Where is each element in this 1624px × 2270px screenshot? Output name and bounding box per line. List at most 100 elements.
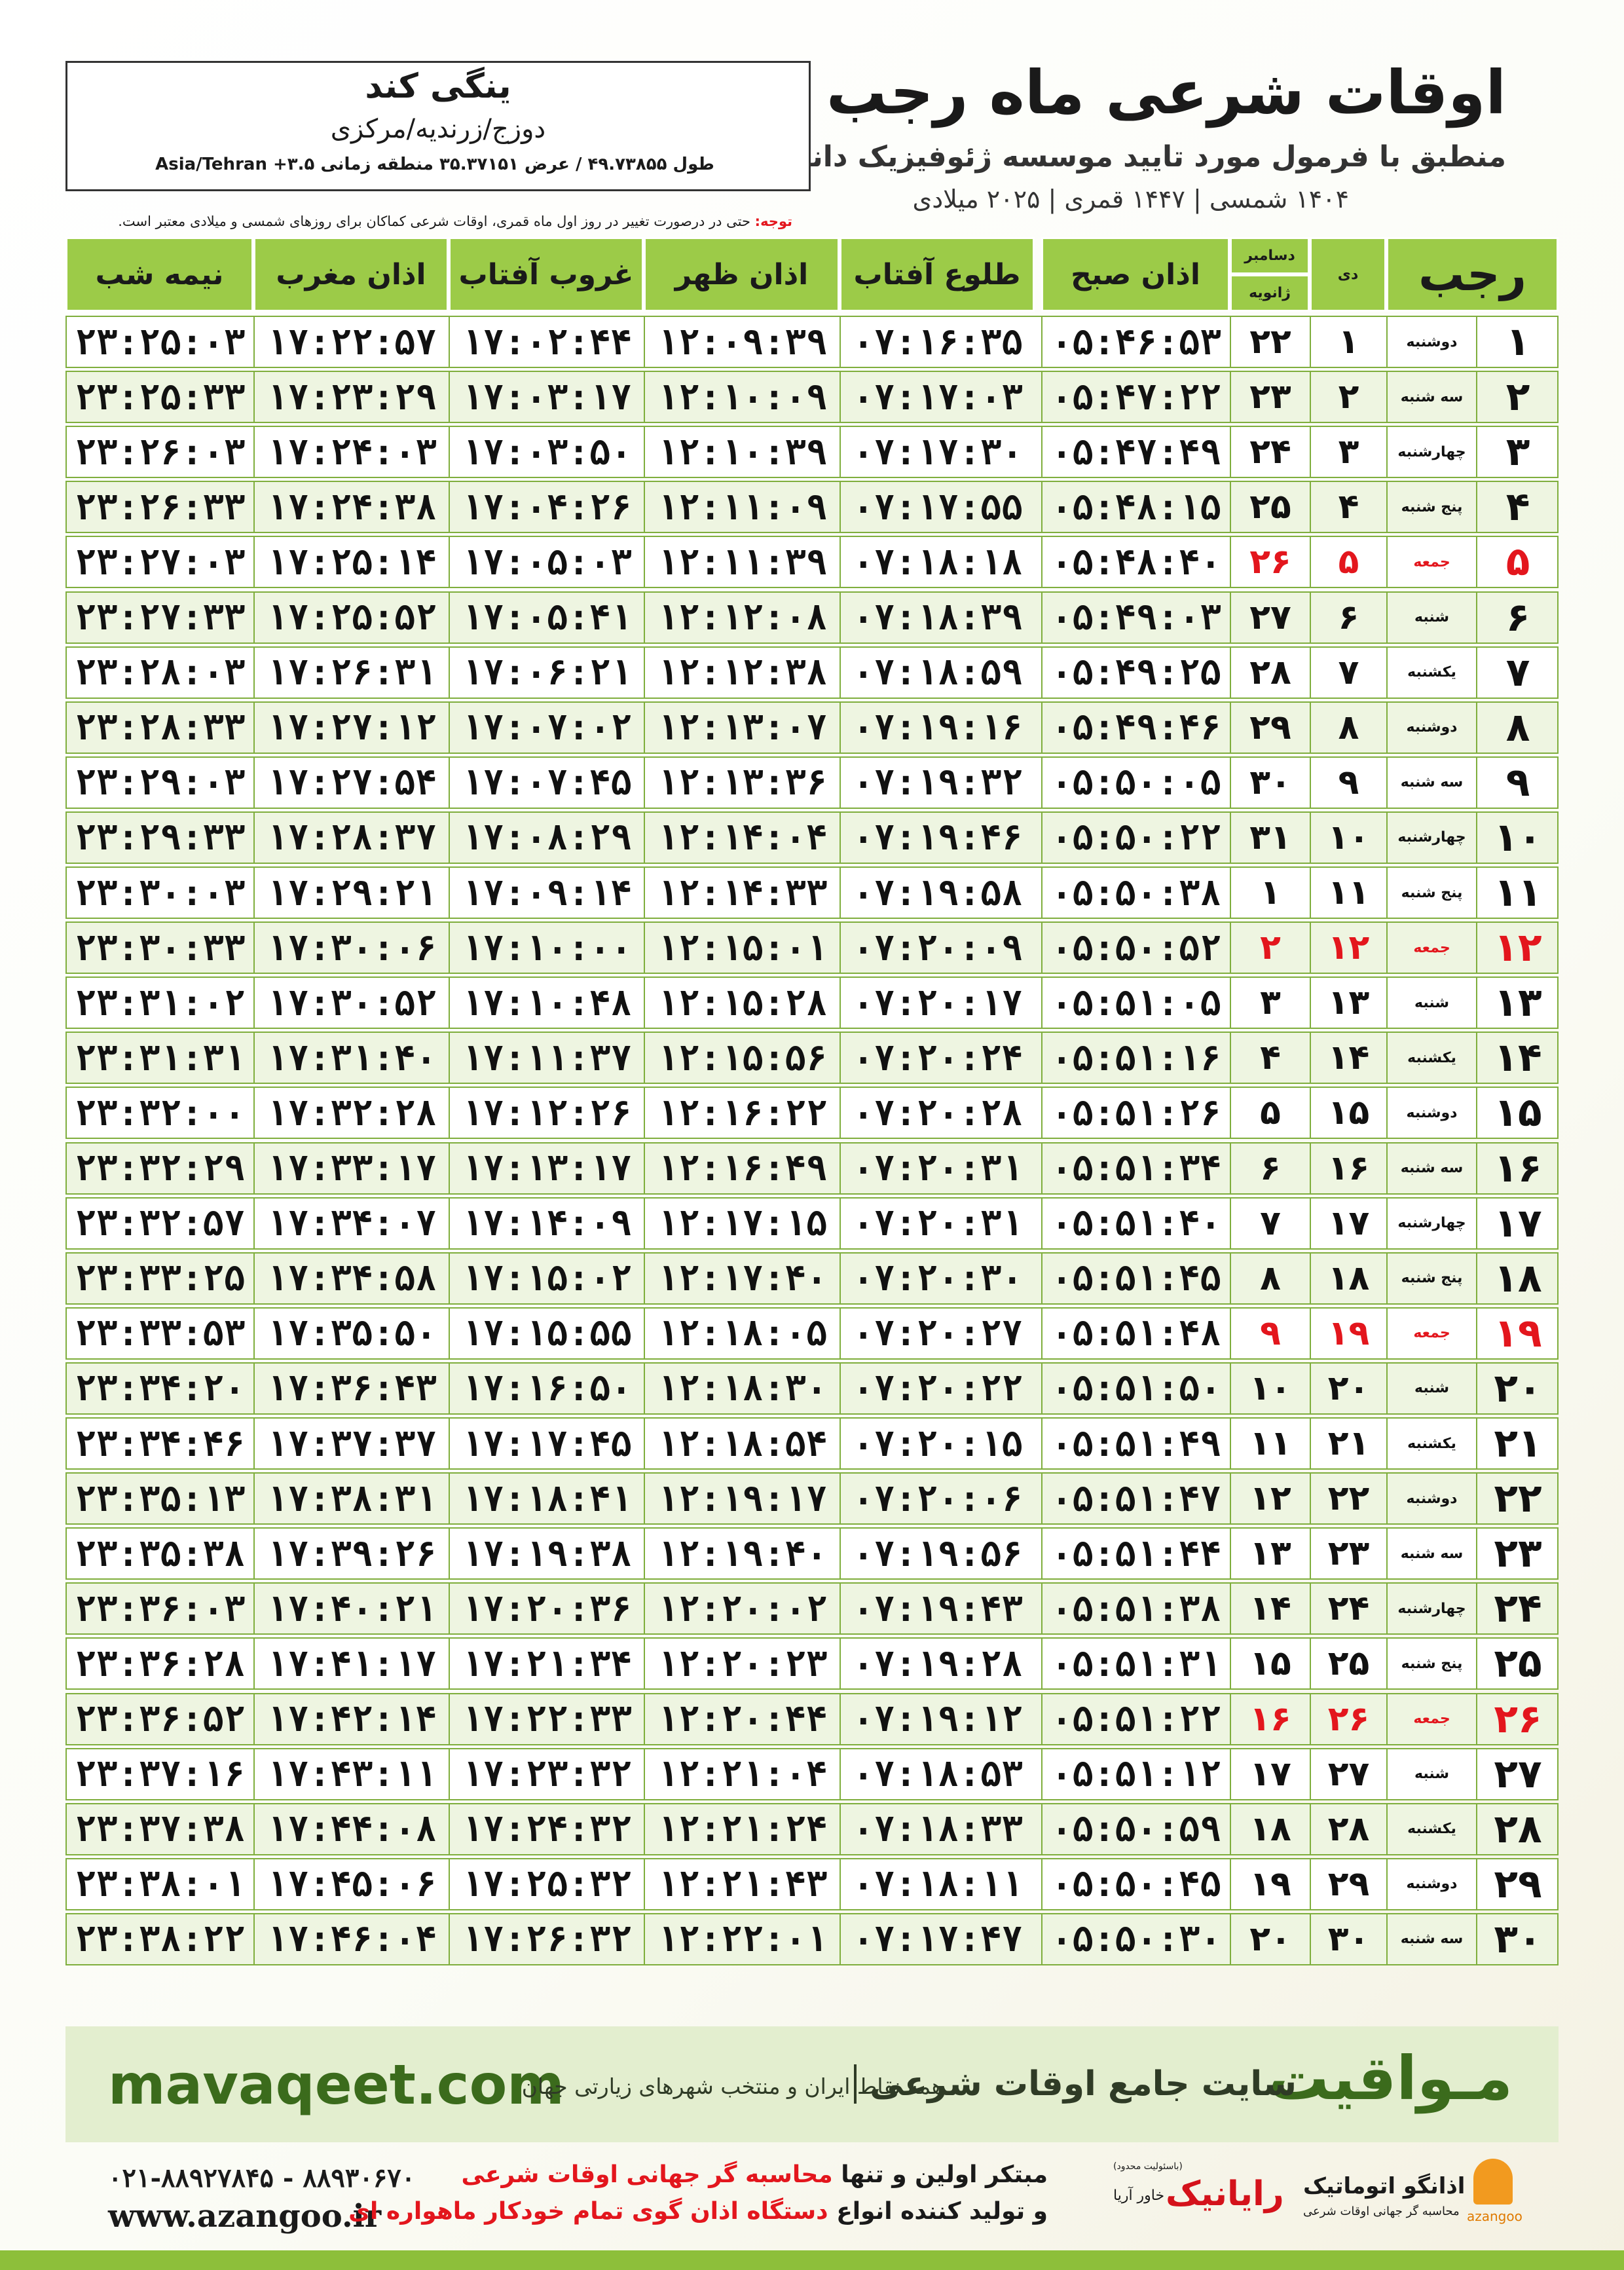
time-cell: ۱۷:۰۶:۲۱ — [449, 646, 644, 699]
time-cell: ۰۷:۱۷:۳۰ — [840, 426, 1035, 479]
weekday: پنج شنبه — [1386, 866, 1476, 920]
date-cell: ۷ — [1230, 1197, 1310, 1250]
date-cell: ۱۴ — [1310, 1032, 1386, 1085]
time-cell: ۱۷:۳۵:۵۰ — [253, 1307, 449, 1360]
time-cell: ۱۷:۰۷:۴۵ — [449, 756, 644, 809]
rajab-day: ۱۹ — [1476, 1307, 1559, 1360]
time-cell: ۱۷:۰۵:۰۳ — [449, 536, 644, 589]
time-cell: ۰۷:۲۰:۱۵ — [840, 1417, 1035, 1470]
date-cell: ۱۱ — [1230, 1417, 1310, 1470]
time-cell: ۱۲:۲۰:۲۳ — [644, 1637, 840, 1690]
column-header: اذان ظهر — [644, 237, 840, 312]
date-cell: ۲۸ — [1310, 1802, 1386, 1855]
time-cell: ۱۷:۳۰:۰۶ — [253, 921, 449, 975]
time-cell: ۱۷:۲۶:۳۲ — [449, 1912, 644, 1965]
time-cell: ۱۷:۳۴:۵۸ — [253, 1252, 449, 1305]
phones: ۰۲۱-۸۸۹۲۷۸۴۵ - ۸۸۹۳۰۶۷۰ — [108, 2163, 416, 2193]
rajab-day: ۲۱ — [1476, 1417, 1559, 1470]
time-cell: ۰۵:۵۰:۰۵ — [1041, 756, 1230, 809]
date-cell: ۲ — [1230, 921, 1310, 975]
time-cell: ۲۳:۲۹:۰۳ — [65, 756, 253, 809]
time-cell: ۱۷:۲۵:۵۲ — [253, 591, 449, 644]
time-cell: ۰۵:۵۱:۴۴ — [1041, 1527, 1230, 1580]
logo-rayanik: رایانیک — [1166, 2174, 1284, 2214]
time-cell: ۱۷:۰۳:۵۰ — [449, 426, 644, 479]
time-cell: ۱۲:۱۵:۰۱ — [644, 921, 840, 975]
time-cell: ۰۷:۱۹:۳۲ — [840, 756, 1035, 809]
weekday: دوشنبه — [1386, 316, 1476, 369]
weekday: چهارشنبه — [1386, 1582, 1476, 1635]
time-cell: ۰۷:۱۶:۳۵ — [840, 316, 1035, 369]
time-cell: ۱۷:۳۲:۲۸ — [253, 1087, 449, 1140]
time-cell: ۰۷:۲۰:۲۴ — [840, 1032, 1035, 1085]
time-cell: ۱۷:۱۵:۵۵ — [449, 1307, 644, 1360]
time-cell: ۱۷:۳۳:۱۷ — [253, 1142, 449, 1195]
time-cell: ۰۷:۱۸:۳۳ — [840, 1802, 1035, 1855]
date-cell: ۲۷ — [1230, 591, 1310, 644]
time-cell: ۲۳:۳۲:۵۷ — [65, 1197, 253, 1250]
weekday: سه شنبه — [1386, 1142, 1476, 1195]
time-cell: ۱۷:۰۷:۰۲ — [449, 701, 644, 754]
time-cell: ۲۳:۲۸:۳۳ — [65, 701, 253, 754]
time-cell: ۰۷:۲۰:۳۱ — [840, 1142, 1035, 1195]
rajab-day: ۱۷ — [1476, 1197, 1559, 1250]
rajab-day: ۲۷ — [1476, 1747, 1559, 1800]
rajab-day: ۲۶ — [1476, 1692, 1559, 1745]
time-cell: ۱۲:۱۵:۵۶ — [644, 1032, 840, 1085]
weekday: سه شنبه — [1386, 1527, 1476, 1580]
time-cell: ۲۳:۳۱:۰۲ — [65, 977, 253, 1030]
weekday: سه شنبه — [1386, 371, 1476, 424]
date-cell: ۲۱ — [1310, 1417, 1386, 1470]
time-cell: ۱۷:۳۹:۲۶ — [253, 1527, 449, 1580]
slogan: سایت جامع اوقات شرعی — [854, 2064, 1297, 2104]
column-header: دسامبر — [1230, 237, 1310, 274]
weekday: پنج شنبه — [1386, 1637, 1476, 1690]
location-box: ینگی کند دوزج/زرندیه/مرکزی طول ۴۹.۷۳۸۵۵ … — [65, 61, 811, 191]
rajab-day: ۲۹ — [1476, 1857, 1559, 1910]
column-header: اذان صبح — [1041, 237, 1230, 312]
time-cell: ۱۷:۰۴:۲۶ — [449, 481, 644, 534]
time-cell: ۱۲:۱۴:۳۳ — [644, 866, 840, 920]
time-cell: ۰۵:۴۶:۵۳ — [1041, 316, 1230, 369]
time-cell: ۲۳:۲۸:۰۳ — [65, 646, 253, 699]
time-cell: ۲۳:۲۷:۳۳ — [65, 591, 253, 644]
date-cell: ۱ — [1230, 866, 1310, 920]
time-cell: ۱۷:۱۹:۳۸ — [449, 1527, 644, 1580]
rajab-day: ۷ — [1476, 646, 1559, 699]
time-cell: ۲۳:۳۵:۱۳ — [65, 1472, 253, 1525]
time-cell: ۱۷:۲۴:۳۲ — [449, 1802, 644, 1855]
time-cell: ۱۲:۲۲:۰۱ — [644, 1912, 840, 1965]
time-cell: ۰۵:۵۱:۲۶ — [1041, 1087, 1230, 1140]
time-cell: ۰۷:۲۰:۳۱ — [840, 1197, 1035, 1250]
column-header: نیمه شب — [65, 237, 253, 312]
rajab-day: ۱۸ — [1476, 1252, 1559, 1305]
weekday: دوشنبه — [1386, 1087, 1476, 1140]
date-cell: ۲۴ — [1310, 1582, 1386, 1635]
time-cell: ۰۵:۴۹:۰۳ — [1041, 591, 1230, 644]
time-cell: ۲۳:۳۷:۳۸ — [65, 1802, 253, 1855]
website: www.azangoo.ir — [108, 2198, 382, 2235]
time-cell: ۲۳:۲۶:۳۳ — [65, 481, 253, 534]
date-cell: ۸ — [1230, 1252, 1310, 1305]
time-cell: ۱۷:۲۰:۳۶ — [449, 1582, 644, 1635]
title: اوقات شرعی ماه رجب — [826, 58, 1506, 128]
time-cell: ۰۷:۲۰:۳۰ — [840, 1252, 1035, 1305]
date-cell: ۲۰ — [1310, 1362, 1386, 1415]
weekday: دوشنبه — [1386, 1857, 1476, 1910]
region: دوزج/زرندیه/مرکزی — [330, 114, 546, 144]
time-cell: ۰۷:۱۹:۵۸ — [840, 866, 1035, 920]
time-cell: ۱۲:۲۰:۴۴ — [644, 1692, 840, 1745]
time-cell: ۰۷:۲۰:۰۶ — [840, 1472, 1035, 1525]
time-cell: ۰۵:۴۷:۴۹ — [1041, 426, 1230, 479]
date-cell: ۱۵ — [1230, 1637, 1310, 1690]
date-cell: ۲۳ — [1310, 1527, 1386, 1580]
date-cell: ۴ — [1230, 1032, 1310, 1085]
time-cell: ۰۵:۴۸:۱۵ — [1041, 481, 1230, 534]
time-cell: ۲۳:۲۵:۳۳ — [65, 371, 253, 424]
time-cell: ۰۷:۲۰:۲۲ — [840, 1362, 1035, 1415]
column-header: دی — [1310, 237, 1386, 312]
time-cell: ۱۲:۰۹:۳۹ — [644, 316, 840, 369]
time-cell: ۱۷:۰۸:۲۹ — [449, 811, 644, 864]
